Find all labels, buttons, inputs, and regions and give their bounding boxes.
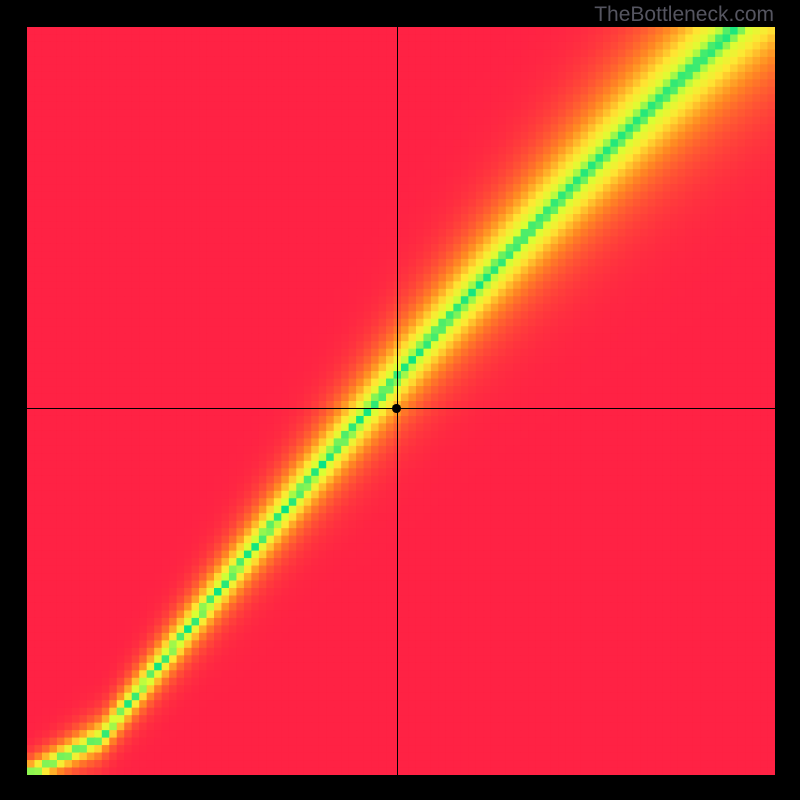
- source-watermark: TheBottleneck.com: [594, 3, 774, 27]
- bottleneck-heatmap-canvas: [0, 0, 800, 800]
